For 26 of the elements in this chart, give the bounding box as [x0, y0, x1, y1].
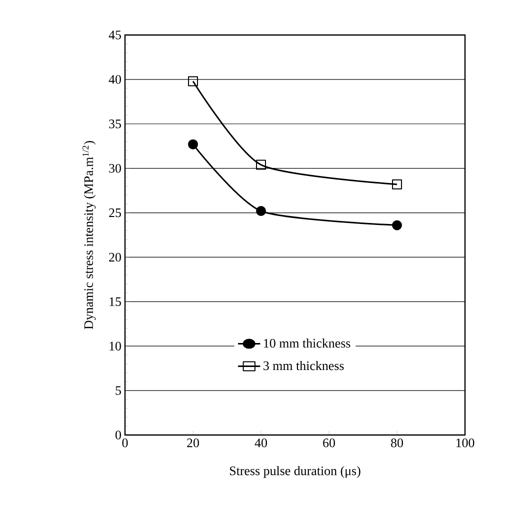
y-tick-label: 15 [110, 297, 121, 306]
x-axis-title: Stress pulse duration (μs) [230, 466, 360, 478]
x-tick-label: 80 [391, 438, 403, 448]
x-tick-label: 20 [187, 438, 199, 448]
point [256, 206, 266, 216]
legend-label: 10 mm thickness [264, 338, 350, 348]
point [188, 139, 198, 150]
y-tick-label: 35 [109, 120, 121, 128]
point [256, 160, 266, 170]
x-tick-label: 60 [323, 438, 335, 448]
y-tick-label: 25 [109, 208, 121, 218]
y-tick-label: 5 [116, 386, 121, 395]
point [188, 76, 198, 86]
y-tick-label: 40 [108, 75, 121, 84]
x-tick-label: 40 [254, 438, 267, 448]
y-tick-label: 45 [108, 30, 121, 40]
y-axis-title: Dynamic stress intensity (MPa.m$^{1/2}$) [82, 141, 96, 330]
y-tick-label: 10 [110, 342, 121, 350]
x-tick-label: 100 [456, 438, 474, 448]
point [392, 220, 402, 230]
x-tick-label: 0 [122, 438, 128, 448]
legend-label: 3 mm thickness [264, 360, 344, 370]
y-tick-label: 30 [109, 164, 121, 173]
y-tick-label: 0 [116, 430, 121, 440]
y-tick-label: 20 [109, 252, 121, 262]
point [392, 179, 402, 190]
